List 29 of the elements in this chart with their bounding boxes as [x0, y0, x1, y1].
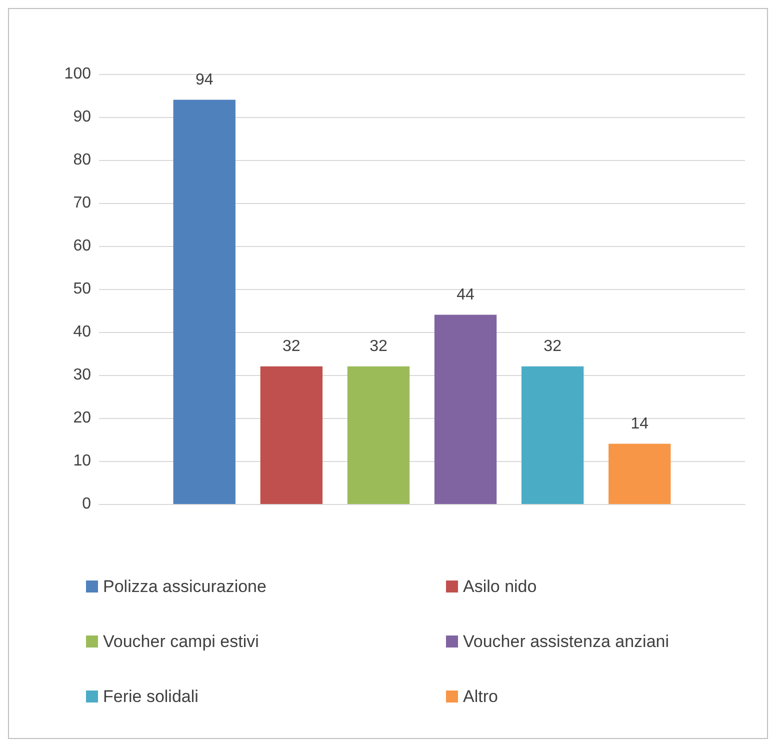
data-label: 32: [370, 338, 388, 355]
y-tick-label: 90: [73, 108, 92, 126]
y-tick-label: 40: [73, 324, 92, 340]
y-tick-label: 70: [73, 194, 92, 212]
bar: [347, 366, 410, 504]
data-label: 32: [282, 338, 300, 355]
y-tick-label: 50: [73, 280, 92, 298]
data-label: 14: [630, 415, 649, 432]
y-tick-label: 10: [73, 452, 92, 470]
legend-label: Voucher assistenza anziani: [463, 632, 670, 651]
legend-label: Voucher campi estivi: [103, 632, 259, 651]
y-tick-label: 100: [64, 66, 92, 82]
bar: [521, 366, 584, 504]
data-label: 94: [195, 71, 214, 88]
data-label: 44: [456, 286, 475, 304]
bar: [173, 100, 236, 504]
legend-label: Ferie solidali: [103, 687, 198, 706]
legend-label: Altro: [463, 687, 498, 706]
legend-label: Asilo nido: [463, 577, 537, 596]
y-tick-label: 20: [73, 410, 92, 426]
bar: [434, 314, 497, 504]
y-tick-label: 60: [73, 238, 92, 254]
legend-label: Polizza assicurazione: [103, 577, 266, 596]
y-tick-label: 80: [73, 152, 92, 168]
y-tick-label: 0: [82, 496, 92, 512]
bar: [260, 366, 323, 504]
bar: [608, 444, 671, 504]
data-label: 32: [544, 338, 562, 355]
y-tick-label: 30: [73, 366, 92, 384]
